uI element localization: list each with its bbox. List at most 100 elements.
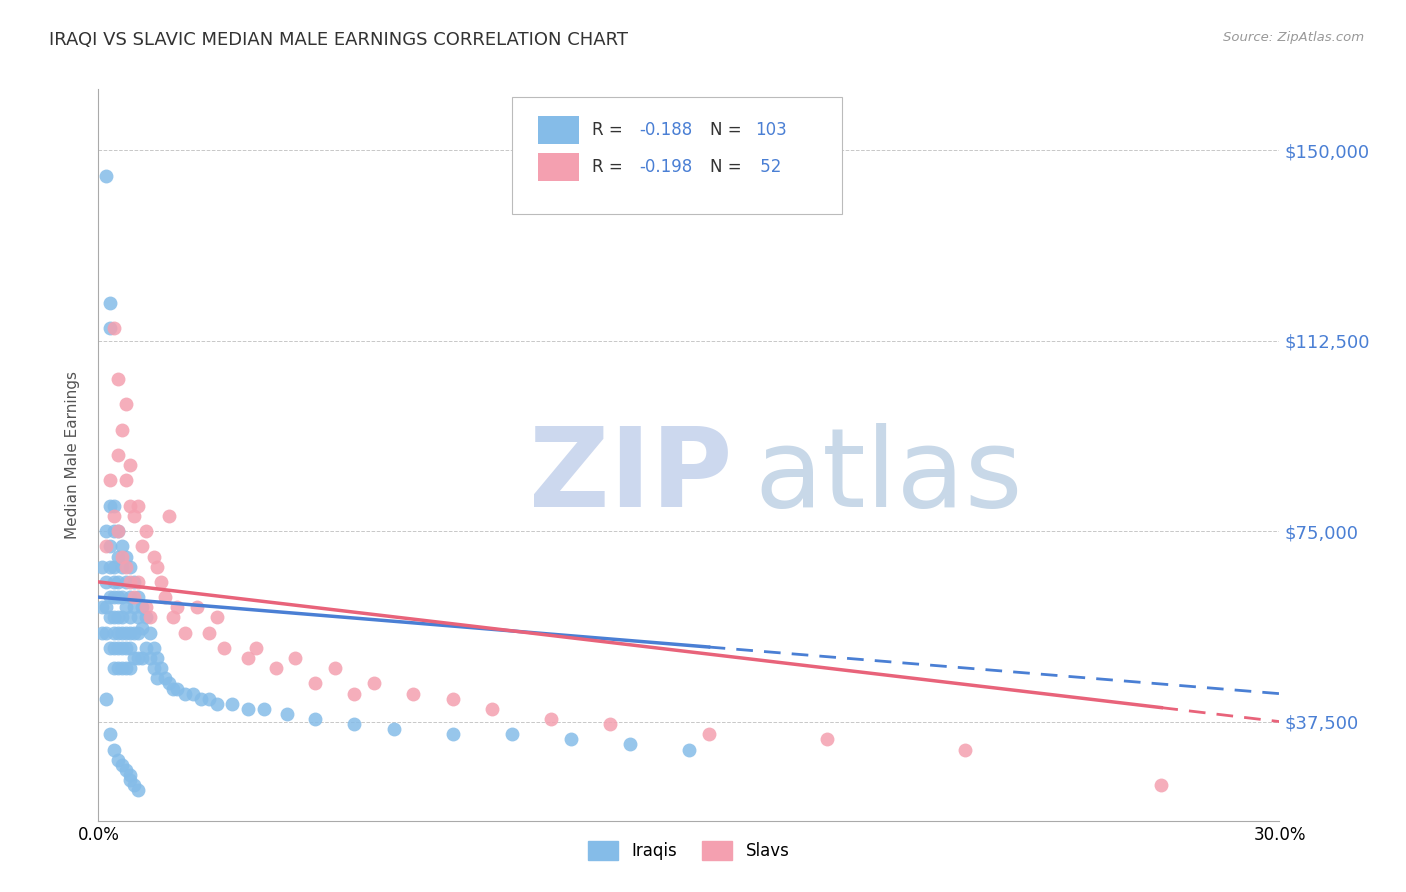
Point bbox=[127, 590, 149, 604]
Point bbox=[107, 590, 129, 604]
Point bbox=[111, 640, 134, 655]
Point bbox=[150, 574, 173, 589]
Y-axis label: Median Male Earnings: Median Male Earnings bbox=[65, 371, 80, 539]
Point bbox=[122, 600, 145, 615]
Point bbox=[111, 625, 134, 640]
Point bbox=[107, 640, 129, 655]
Point bbox=[115, 574, 138, 589]
Point bbox=[953, 742, 976, 756]
Point bbox=[118, 499, 141, 513]
Point bbox=[135, 600, 157, 615]
Text: 52: 52 bbox=[755, 158, 782, 176]
Point bbox=[122, 778, 145, 792]
Legend: Iraqis, Slavs: Iraqis, Slavs bbox=[582, 835, 796, 867]
FancyBboxPatch shape bbox=[537, 116, 579, 144]
Text: ZIP: ZIP bbox=[530, 424, 733, 531]
Point bbox=[107, 448, 129, 462]
Point bbox=[174, 625, 197, 640]
Point bbox=[343, 687, 366, 701]
Text: N =: N = bbox=[710, 121, 747, 139]
Point bbox=[157, 508, 180, 523]
Point bbox=[111, 757, 134, 772]
Point bbox=[103, 574, 125, 589]
Point bbox=[122, 574, 145, 589]
Point bbox=[96, 625, 118, 640]
Point bbox=[127, 783, 149, 797]
Point bbox=[221, 697, 243, 711]
Point bbox=[98, 559, 121, 574]
Point bbox=[157, 676, 180, 690]
Point bbox=[96, 600, 118, 615]
Point bbox=[127, 625, 149, 640]
Point bbox=[115, 549, 138, 564]
Point bbox=[103, 742, 125, 756]
Point bbox=[441, 727, 464, 741]
Point bbox=[98, 295, 121, 310]
Point bbox=[107, 625, 129, 640]
Point bbox=[115, 473, 138, 487]
Point bbox=[103, 640, 125, 655]
Point bbox=[146, 559, 169, 574]
Point bbox=[122, 508, 145, 523]
Point bbox=[815, 732, 838, 747]
Point bbox=[166, 600, 188, 615]
Point bbox=[276, 706, 298, 721]
Point bbox=[146, 672, 169, 686]
Point bbox=[103, 321, 125, 335]
Point bbox=[118, 610, 141, 624]
Point bbox=[107, 610, 129, 624]
Point bbox=[91, 600, 114, 615]
Text: 103: 103 bbox=[755, 121, 787, 139]
Point bbox=[131, 539, 153, 553]
Point bbox=[236, 702, 259, 716]
Point bbox=[304, 676, 326, 690]
Point bbox=[115, 661, 138, 675]
Point bbox=[98, 640, 121, 655]
Point bbox=[127, 499, 149, 513]
Point bbox=[96, 524, 118, 538]
Point bbox=[111, 661, 134, 675]
Point bbox=[98, 539, 121, 553]
Point bbox=[135, 610, 157, 624]
Point bbox=[127, 651, 149, 665]
Point bbox=[111, 423, 134, 437]
Point bbox=[197, 625, 219, 640]
Point bbox=[127, 574, 149, 589]
Point bbox=[142, 549, 165, 564]
Point bbox=[96, 574, 118, 589]
Point bbox=[111, 610, 134, 624]
Point bbox=[98, 321, 121, 335]
Point bbox=[91, 559, 114, 574]
Point bbox=[131, 621, 153, 635]
Point bbox=[138, 651, 160, 665]
Text: Source: ZipAtlas.com: Source: ZipAtlas.com bbox=[1223, 31, 1364, 45]
Point bbox=[138, 625, 160, 640]
Point bbox=[91, 625, 114, 640]
Point bbox=[481, 702, 503, 716]
Text: atlas: atlas bbox=[754, 424, 1022, 531]
Point bbox=[115, 640, 138, 655]
Point bbox=[96, 539, 118, 553]
Point bbox=[150, 661, 173, 675]
Point bbox=[343, 717, 366, 731]
Point bbox=[122, 590, 145, 604]
Point bbox=[111, 590, 134, 604]
Point bbox=[135, 524, 157, 538]
Point bbox=[540, 712, 562, 726]
Point bbox=[186, 600, 208, 615]
Point bbox=[107, 372, 129, 386]
Point bbox=[135, 640, 157, 655]
Point bbox=[107, 524, 129, 538]
Point bbox=[304, 712, 326, 726]
Point bbox=[127, 610, 149, 624]
Text: IRAQI VS SLAVIC MEDIAN MALE EARNINGS CORRELATION CHART: IRAQI VS SLAVIC MEDIAN MALE EARNINGS COR… bbox=[49, 31, 628, 49]
Point bbox=[619, 738, 641, 752]
Point bbox=[402, 687, 425, 701]
Point bbox=[131, 651, 153, 665]
Point bbox=[146, 651, 169, 665]
Text: -0.188: -0.188 bbox=[640, 121, 693, 139]
Point bbox=[103, 559, 125, 574]
Text: -0.198: -0.198 bbox=[640, 158, 693, 176]
Point bbox=[697, 727, 720, 741]
Point bbox=[155, 590, 177, 604]
